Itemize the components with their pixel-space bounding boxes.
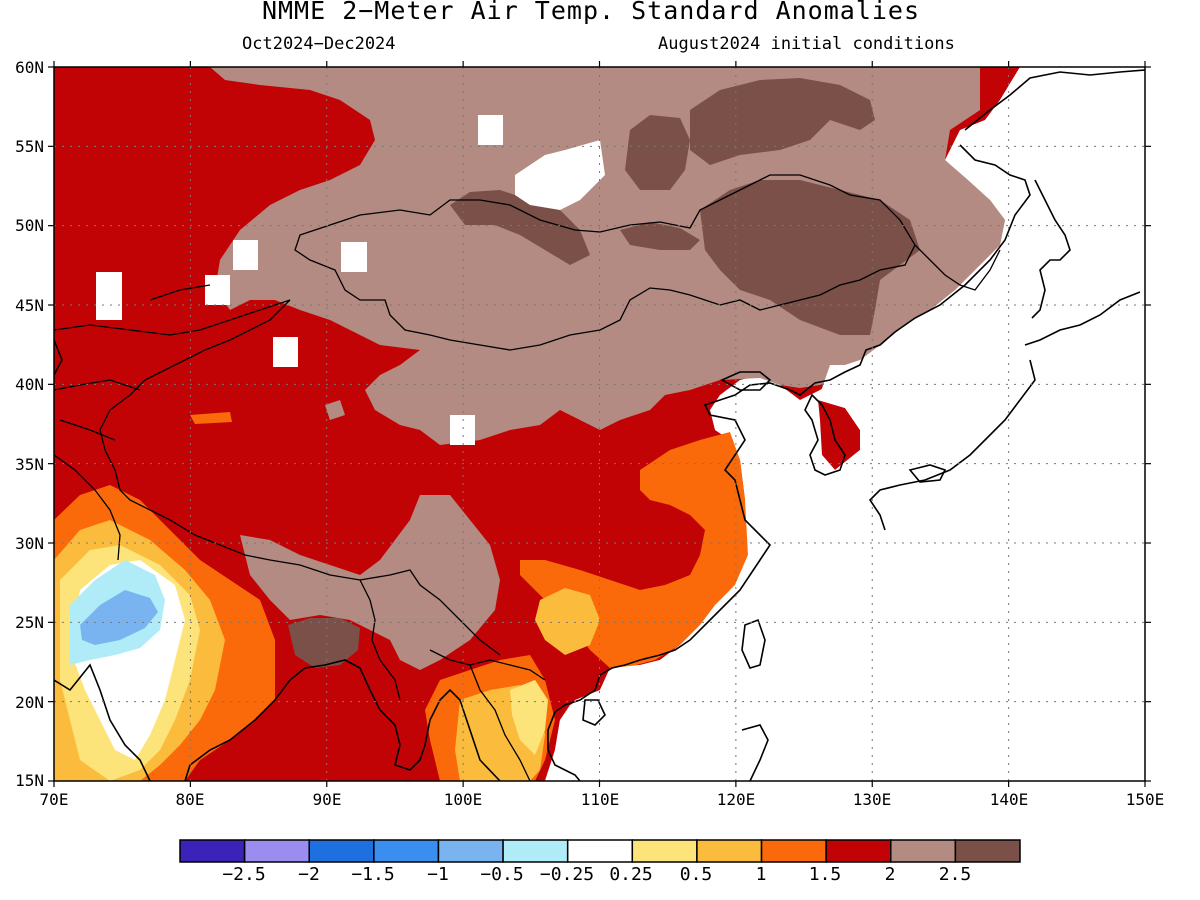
mask-lake-balkhash [96, 272, 122, 320]
anomaly-field-tan [210, 67, 1005, 445]
colorbar-swatch [566, 839, 634, 863]
colorbar-label: −1.5 [351, 864, 395, 885]
colorbar-label: −2.5 [222, 864, 266, 885]
lon-label: 110E [580, 790, 620, 809]
anomaly-field-brown-6 [288, 618, 360, 668]
mask-lake-baikal [515, 140, 605, 210]
lon-label: 70E [39, 790, 69, 809]
colorbar-label: 2.5 [938, 864, 972, 885]
mask-lake-qinghai [450, 415, 475, 445]
mask-lake-uvs [341, 242, 367, 272]
colorbar-swatch [502, 839, 569, 863]
colorbar-label: 1.5 [808, 864, 842, 885]
lat-label: 35N [15, 455, 44, 474]
anomaly-field-lightorange-sc [535, 588, 600, 655]
lat-label: 30N [15, 534, 44, 553]
colorbar-label: 0.5 [679, 864, 713, 885]
valid-period: Oct2024−Dec2024 [242, 34, 396, 54]
initial-conditions: August2024 initial conditions [658, 34, 955, 54]
colorbar-swatch [631, 839, 698, 863]
colorbar-label: −0.25 [539, 864, 595, 885]
colorbar-swatch [243, 839, 310, 863]
lon-label: 130E [852, 790, 892, 809]
colorbar-swatch [437, 839, 504, 863]
anomaly-field-yellow-sea [510, 680, 548, 755]
mask-lake-zaisan [233, 240, 258, 270]
anomaly-field-blue-india [80, 590, 158, 645]
colorbar-swatch [825, 839, 892, 863]
colorbar-label: 1 [755, 864, 767, 885]
country-borders [54, 174, 1001, 781]
anomaly-field-orange-tibet [190, 412, 232, 424]
mask-japan [1020, 290, 1145, 370]
lon-label: 120E [716, 790, 756, 809]
lat-label: 15N [15, 771, 44, 790]
lat-label: 40N [15, 375, 44, 394]
lat-label: 60N [15, 58, 44, 77]
anomaly-field-brown-5 [620, 222, 700, 250]
colorbar-swatch [890, 839, 957, 863]
anomaly-field-brown-1 [625, 115, 690, 190]
anomaly-field-tan-south [240, 495, 500, 670]
lon-label: 140E [989, 790, 1029, 809]
lat-label: 45N [15, 296, 44, 315]
lat-label: 25N [15, 613, 44, 632]
mask-lake-issyk [273, 337, 298, 367]
colorbar-label: −0.5 [480, 864, 524, 885]
lon-label: 150E [1125, 790, 1165, 809]
axis-ticks [48, 61, 1151, 787]
colorbar-swatch [760, 839, 827, 863]
anomaly-field-brown-3 [700, 180, 920, 335]
lon-label: 80E [175, 790, 205, 809]
colorbar-swatch [373, 839, 440, 863]
colorbar-label: 0.25 [609, 864, 653, 885]
ocean-east [545, 67, 1145, 781]
anomaly-field-tan-tibet-small [325, 400, 345, 420]
lat-label: 50N [15, 216, 44, 235]
coastlines [54, 69, 1145, 781]
lon-label: 100E [443, 790, 483, 809]
colorbar-label: 2 [884, 864, 896, 885]
colorbar-label: −2 [298, 864, 320, 885]
lat-label: 55N [15, 137, 44, 156]
colorbar-swatch [696, 839, 763, 863]
colorbar-swatch [179, 839, 246, 863]
mask-lake-small [478, 115, 503, 145]
lat-label: 20N [15, 693, 44, 712]
lon-label: 90E [312, 790, 342, 809]
colorbar-swatch [308, 839, 375, 863]
graticule [54, 67, 1145, 781]
mask-lake-alakol [205, 275, 230, 305]
colorbar-label: −1 [427, 864, 449, 885]
colorbar-swatch [954, 839, 1021, 863]
map-title: NMME 2−Meter Air Temp. Standard Anomalie… [261, 0, 921, 25]
